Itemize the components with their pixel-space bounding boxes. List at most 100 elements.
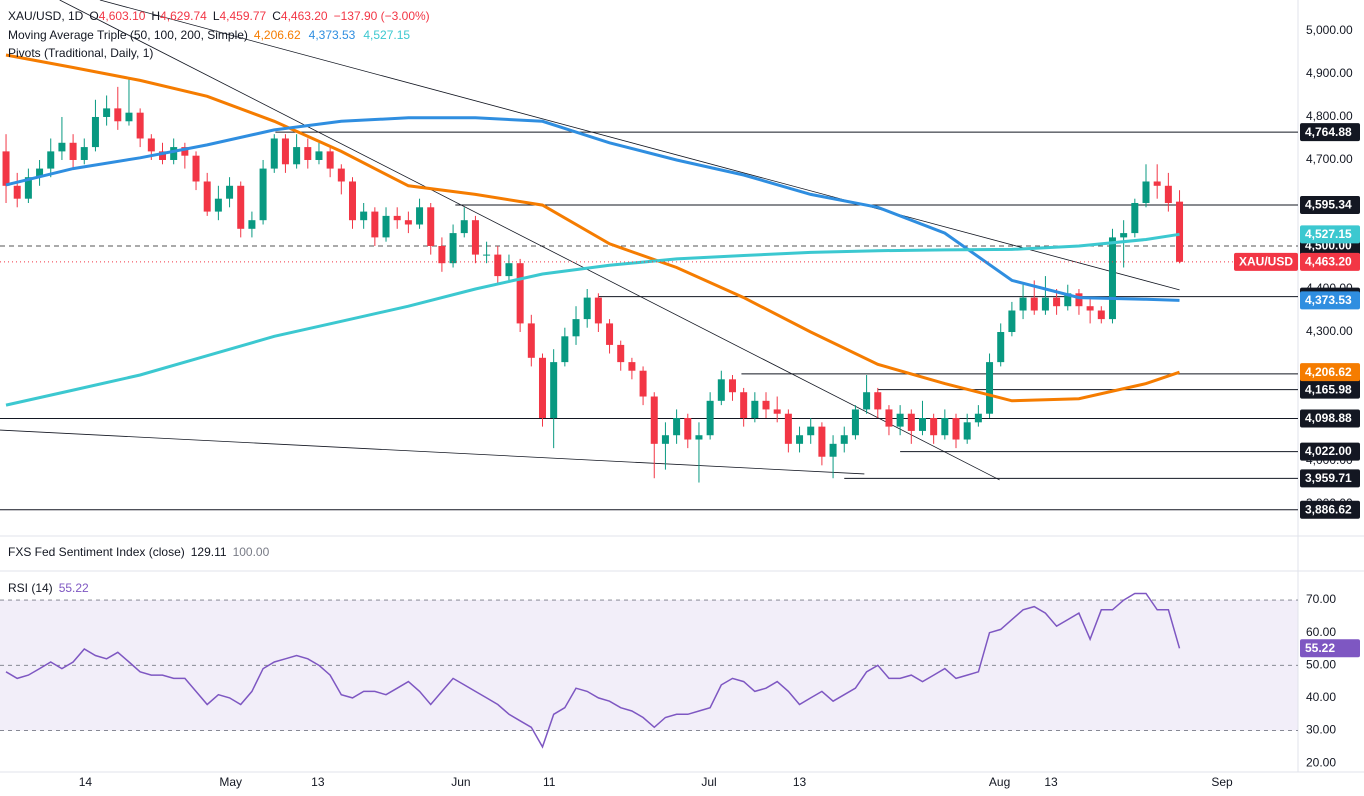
candle-body — [494, 254, 502, 277]
candle-body — [695, 435, 703, 440]
pivot-label-box — [1300, 409, 1360, 428]
rsi-last-label-box — [1300, 639, 1360, 658]
candle-body — [91, 116, 99, 148]
candle-body — [673, 418, 681, 436]
pivot-label: 4,764.88 — [1305, 125, 1352, 139]
ohlc-key: O — [89, 9, 99, 23]
pivot-label-box — [1300, 500, 1360, 519]
candle-body — [516, 263, 524, 324]
rsi-value: 55.22 — [58, 581, 89, 595]
candle-body — [505, 263, 513, 277]
candle-body — [807, 426, 815, 436]
fed-header: FXS Fed Sentiment Index (close) 129.11 1… — [8, 545, 269, 559]
candle-body — [293, 147, 301, 165]
x-tick-label: Aug — [989, 775, 1010, 789]
candle-body — [740, 392, 748, 419]
candle-body — [1053, 297, 1061, 307]
rsi-tick-label: 50.00 — [1306, 657, 1336, 671]
pivot-label: 4,165.98 — [1305, 382, 1352, 396]
candle-body — [226, 185, 234, 199]
pivots-title: Pivots (Traditional, Daily, 1) — [8, 46, 154, 60]
candle-body — [136, 112, 144, 139]
candle-body — [874, 392, 882, 410]
symbol-tag-box — [1234, 252, 1298, 271]
x-tick-label: May — [219, 775, 242, 789]
candle-body — [918, 418, 926, 431]
x-tick-label: 13 — [311, 775, 325, 789]
candle-body — [1153, 181, 1161, 186]
trendline — [99, 0, 1180, 291]
candle-body — [661, 435, 669, 444]
ma-label: 4,527.15 — [1305, 227, 1352, 241]
header-ohlc: XAU/USD, 1D O4,603.10 H4,629.74 L4,459.77 C… — [8, 9, 430, 23]
ma-label: 4,373.53 — [1305, 293, 1352, 307]
candle-body — [24, 177, 32, 199]
candle-body — [2, 151, 10, 186]
candle-body — [147, 138, 155, 152]
candle-body — [114, 108, 122, 122]
header-pivots: Pivots (Traditional, Daily, 1) — [8, 46, 153, 60]
candle-body — [483, 254, 491, 256]
candle-body — [974, 413, 982, 423]
pivot-label-box — [1300, 195, 1360, 214]
fed-title: FXS Fed Sentiment Index (close) — [8, 545, 185, 559]
candle-body — [47, 151, 55, 169]
ohlc-key: H — [151, 9, 161, 23]
candle-body — [550, 362, 558, 419]
candle-body — [863, 392, 871, 410]
candle-body — [840, 435, 848, 444]
candle-body — [684, 418, 692, 440]
candle-body — [181, 147, 189, 156]
ohlc-value: 4,463.20 — [280, 9, 328, 23]
candle-body — [1176, 201, 1184, 262]
candle-body — [907, 413, 915, 431]
candle-body — [930, 418, 938, 436]
trendline — [59, 0, 1000, 481]
ma-title: Moving Average Triple (50, 100, 200, Sim… — [8, 28, 248, 42]
ma-label-box — [1300, 291, 1360, 310]
ohlc-item: O4,603.10 — [89, 9, 145, 23]
candle-body — [706, 400, 714, 436]
candle-body — [896, 413, 904, 427]
moving-average — [5, 53, 1180, 403]
candle-body — [986, 362, 994, 414]
candle-body — [829, 443, 837, 457]
trendline — [0, 429, 865, 475]
candle-body — [1142, 181, 1150, 203]
candle-body — [449, 233, 457, 264]
candle-body — [13, 185, 21, 199]
x-tick-label: 14 — [79, 775, 93, 789]
candle-body — [728, 379, 736, 393]
candle-body — [583, 297, 591, 320]
y-tick-label: 4,800.00 — [1306, 109, 1353, 123]
last-price-label: 4,463.20 — [1305, 254, 1352, 268]
candle-body — [572, 319, 580, 337]
candle-body — [639, 370, 647, 397]
symbol: XAU/USD, 1D — [8, 9, 84, 23]
ohlc: O4,603.10 H4,629.74 L4,459.77 C4,463.20 — [89, 9, 327, 23]
ohlc-value: 4,603.10 — [98, 9, 146, 23]
candle-body — [337, 168, 345, 182]
candle-body — [371, 211, 379, 238]
candle-body — [1120, 233, 1128, 238]
candle-body — [416, 207, 424, 225]
symbol-tag: XAU/USD — [1239, 254, 1293, 268]
candle-body — [1086, 306, 1094, 311]
header-ma: Moving Average Triple (50, 100, 200, Sim… — [8, 28, 410, 42]
candle-body — [80, 147, 88, 160]
ohlc-value: 4,459.77 — [219, 9, 267, 23]
candle-body — [1108, 237, 1116, 320]
candle-body — [941, 418, 949, 436]
candle-body — [460, 220, 468, 234]
candle-body — [281, 138, 289, 165]
candle-body — [628, 362, 636, 371]
rsi-tick-label: 30.00 — [1306, 723, 1336, 737]
candle-body — [784, 413, 792, 444]
rsi-title: RSI (14) — [8, 581, 53, 595]
candle-body — [963, 422, 971, 440]
moving-average — [5, 232, 1180, 407]
candle-body — [594, 297, 602, 324]
fed-value: 100.00 — [232, 545, 270, 559]
candle-body — [326, 151, 334, 169]
candle-body — [404, 220, 412, 225]
